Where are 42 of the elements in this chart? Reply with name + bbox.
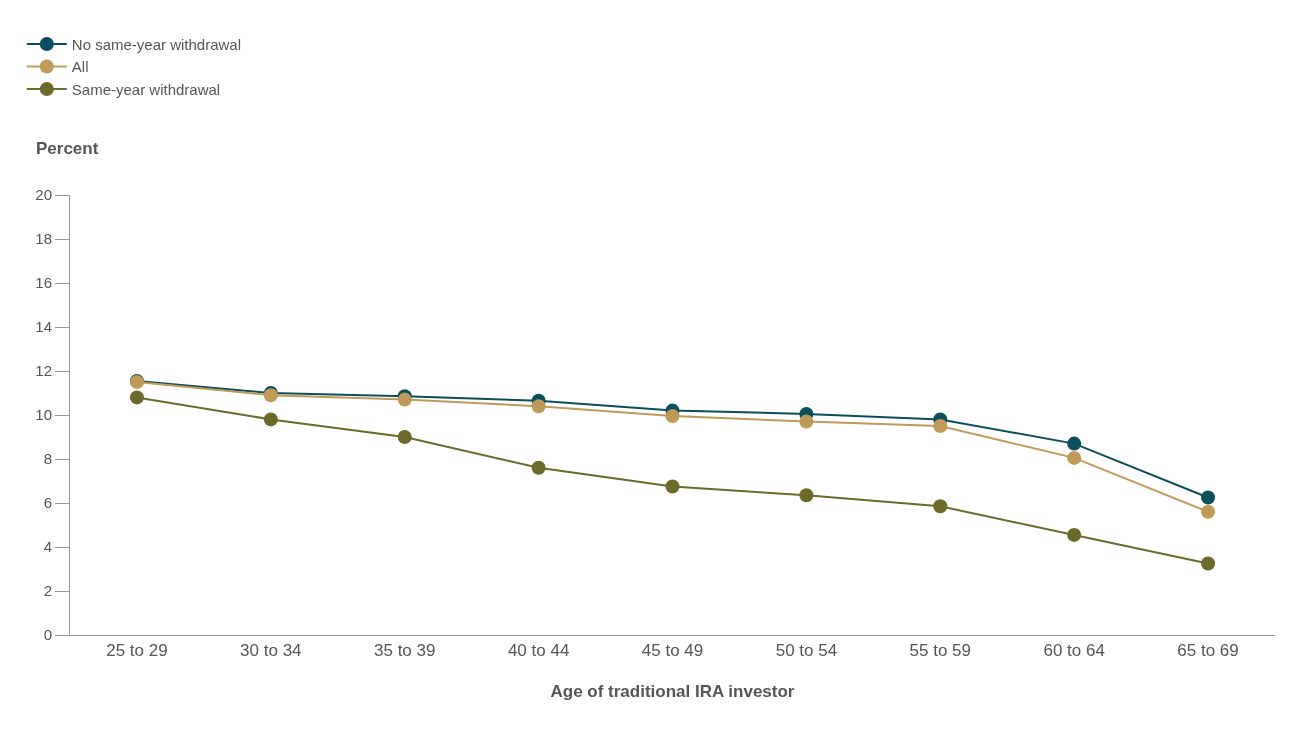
point (933, 499, 948, 514)
y-tick-label: 12 (35, 362, 52, 380)
point (1067, 436, 1082, 451)
point (1201, 556, 1216, 571)
legend-label: All (71, 58, 89, 76)
point (531, 460, 546, 475)
y-tick-label: 8 (43, 450, 52, 468)
point (531, 399, 546, 414)
y-tick-label: 16 (35, 274, 52, 292)
x-tick-label: 45 to 49 (641, 641, 704, 661)
y-tick-label: 2 (43, 582, 52, 600)
point (665, 479, 680, 494)
point (1067, 450, 1082, 465)
x-tick-label: 55 to 59 (909, 641, 972, 661)
legend-label: Same-year withdrawal (71, 80, 221, 98)
x-tick-label: 25 to 29 (106, 641, 168, 661)
point (799, 414, 814, 429)
x-axis-title: Age of traditional IRA investor (550, 681, 795, 701)
point (263, 412, 278, 427)
point (397, 430, 412, 444)
point (1201, 490, 1216, 505)
point (933, 419, 948, 433)
y-axis-title: Percent (36, 139, 99, 158)
y-tick-label: 4 (43, 538, 52, 556)
x-tick-label: 65 to 69 (1177, 641, 1239, 661)
point (665, 409, 680, 424)
y-tick-label: 20 (35, 186, 52, 204)
y-tick-label: 14 (35, 318, 52, 336)
x-tick-label: 35 to 39 (373, 641, 436, 661)
x-tick-label: 40 to 44 (507, 641, 570, 661)
x-tick-label: 60 to 64 (1043, 641, 1105, 661)
y-tick-label: 10 (35, 406, 52, 424)
y-tick-label: 6 (43, 494, 52, 512)
y-tick-label: 18 (35, 230, 52, 248)
point (1067, 527, 1082, 542)
x-tick-label: 30 to 34 (240, 641, 302, 661)
point (799, 488, 814, 503)
legend-label: No same-year withdrawal (71, 35, 242, 53)
point (129, 390, 144, 405)
x-tick-label: 50 to 54 (775, 641, 838, 661)
y-tick-label: 0 (43, 626, 52, 644)
point (1201, 504, 1216, 519)
